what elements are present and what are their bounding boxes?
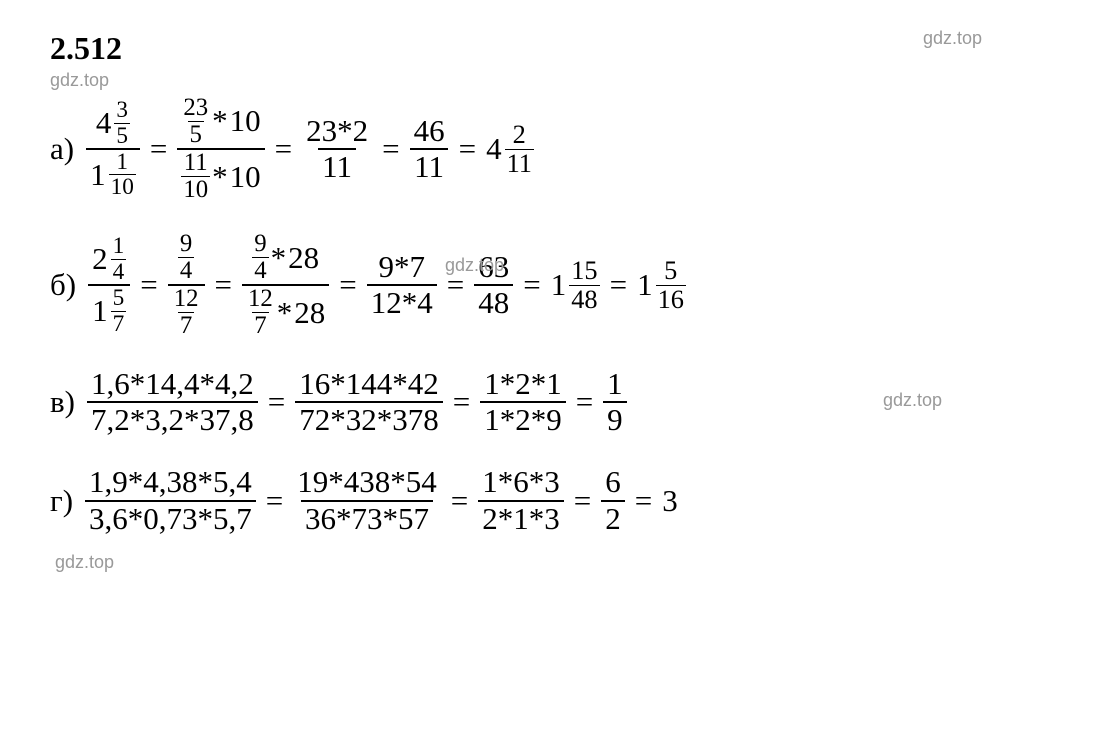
mixed-b1: 1 1548 [551,257,600,313]
frac-g4: 6 2 [601,465,625,535]
watermark-top-right: gdz.top [923,28,982,49]
frac-b4: 9*7 12*4 [367,250,437,320]
row-b: б) 2 14 1 57 = 94 127 = 94 * 28 [50,231,1052,339]
mixed-b2: 1 516 [637,257,686,313]
letter-a: а) [50,131,74,167]
watermark-under-number: gdz.top [50,70,109,91]
frac-a3: 23*2 11 [302,114,372,184]
frac-v3: 1*2*1 1*2*9 [480,367,566,437]
row-a: а) 4 35 1 110 = 235 * 10 1110 * 10 = [50,95,1052,203]
frac-a2: 235 * 10 1110 * 10 [177,95,264,203]
frac-v4: 1 9 [603,367,627,437]
row-g: г) 1,9*4,38*5,4 3,6*0,73*5,7 = 19*438*54… [50,465,1052,535]
watermark-middle: gdz.top [445,255,504,276]
frac-b1: 2 14 1 57 [88,234,130,336]
frac-a1: 4 35 1 110 [86,98,140,200]
frac-b2: 94 127 [168,231,205,339]
frac-g2: 19*438*54 36*73*57 [293,465,441,535]
result-g: 3 [662,483,678,519]
result-a: 4 211 [486,121,534,177]
frac-v2: 16*144*42 72*32*378 [295,367,443,437]
frac-g3: 1*6*3 2*1*3 [478,465,564,535]
problem-number: 2.512 [50,30,1052,67]
frac-g1: 1,9*4,38*5,4 3,6*0,73*5,7 [85,465,256,535]
frac-v1: 1,6*14,4*4,2 7,2*3,2*37,8 [87,367,258,437]
watermark-right-mid: gdz.top [883,390,942,411]
frac-b3: 94 * 28 127 * 28 [242,231,329,339]
watermark-lower: gdz.top [55,552,114,573]
letter-v: в) [50,384,75,420]
frac-a4: 46 11 [410,114,449,184]
letter-b: б) [50,267,76,303]
letter-g: г) [50,483,73,519]
